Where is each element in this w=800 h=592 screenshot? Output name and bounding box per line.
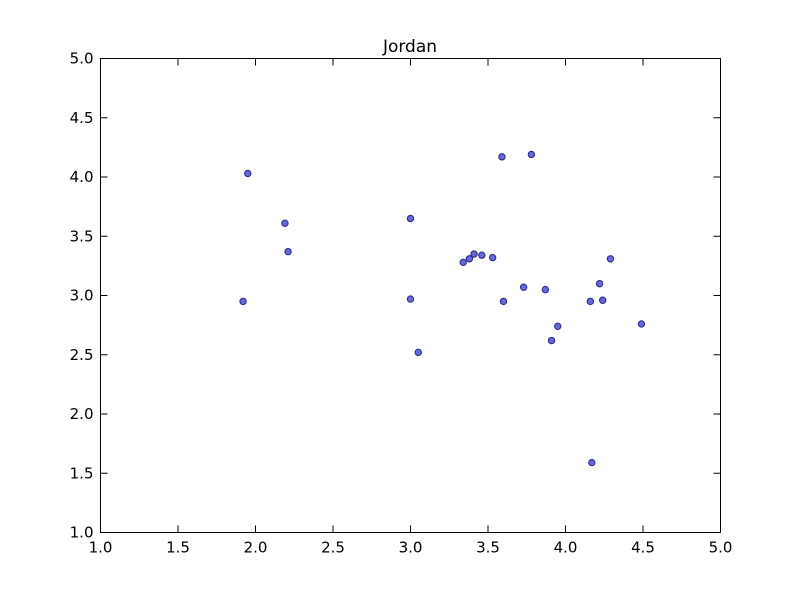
- y-tick-label: 3.5: [70, 227, 94, 245]
- data-point: [498, 153, 506, 161]
- y-tick-label: 1.5: [70, 464, 94, 482]
- data-point: [459, 258, 467, 267]
- x-tick-label: 4.0: [554, 539, 578, 557]
- y-tick-label: 4.5: [70, 109, 94, 127]
- data-point: [406, 214, 415, 223]
- plot-frame: [100, 58, 721, 533]
- data-point: [554, 322, 562, 331]
- data-point: [281, 219, 289, 227]
- x-tick-label: 5.0: [709, 539, 733, 557]
- data-point: [527, 150, 536, 159]
- data-point: [414, 348, 422, 357]
- data-point: [599, 296, 607, 304]
- x-tick-label: 4.5: [631, 539, 655, 557]
- data-point: [637, 320, 646, 328]
- x-tick-label: 3.5: [476, 539, 500, 557]
- y-tick-label: 5.0: [70, 50, 94, 68]
- data-point: [406, 295, 415, 303]
- x-tick-label: 1.5: [166, 539, 190, 557]
- data-points: [239, 150, 646, 467]
- x-tick-label: 1.0: [89, 539, 113, 557]
- data-point: [244, 169, 252, 178]
- data-point: [519, 283, 528, 291]
- data-point: [470, 250, 478, 258]
- data-point: [465, 255, 474, 263]
- data-point: [499, 297, 508, 306]
- data-point: [541, 285, 550, 294]
- y-tick-label: 2.5: [70, 346, 94, 364]
- chart-title: Jordan: [382, 37, 437, 57]
- data-point: [586, 297, 594, 306]
- data-point: [478, 251, 486, 259]
- data-point: [606, 255, 615, 263]
- x-tick-label: 2.0: [244, 539, 268, 557]
- data-point: [239, 297, 247, 306]
- data-point: [588, 458, 596, 467]
- data-point: [488, 253, 497, 262]
- data-point: [284, 247, 292, 256]
- data-point: [547, 336, 556, 345]
- x-tick-label: 3.0: [399, 539, 423, 557]
- y-tick-label: 2.0: [70, 405, 94, 423]
- axis-ticks: 1.0 1.5 2.0 2.5 3.0 3.5 4.0 4.5 5.0 1.0 1.5 2.0 2.5 3…: [70, 50, 733, 557]
- y-tick-label: 3.0: [70, 287, 94, 305]
- data-point: [595, 279, 604, 288]
- y-tick-label: 4.0: [70, 168, 94, 186]
- x-tick-label: 2.5: [321, 539, 345, 557]
- y-tick-label: 1.0: [70, 524, 94, 542]
